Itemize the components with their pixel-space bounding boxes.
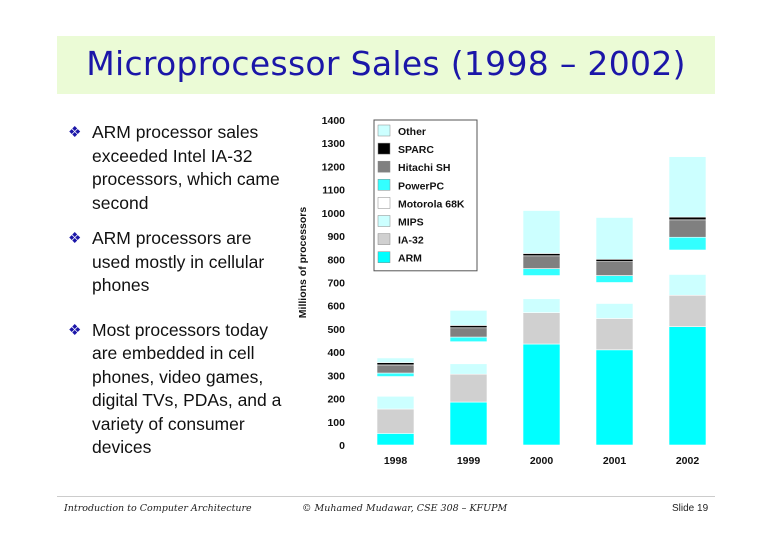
bar-segment-mips bbox=[376, 395, 415, 410]
y-tick-label: 0 bbox=[339, 440, 345, 452]
x-tick-label: 2000 bbox=[530, 455, 554, 467]
bar-segment-sparc bbox=[522, 253, 561, 257]
y-tick-label: 200 bbox=[327, 394, 345, 406]
bullet-diamond-icon: ❖ bbox=[68, 124, 82, 141]
bar-segment-hitachi-sh bbox=[522, 255, 561, 269]
bullet-diamond-icon: ❖ bbox=[68, 321, 82, 339]
bar-segment-powerpc bbox=[376, 372, 415, 377]
legend-label: Other bbox=[398, 126, 426, 138]
y-tick-label: 600 bbox=[327, 301, 345, 313]
y-tick-label: 1000 bbox=[322, 208, 346, 220]
bar-segment-ia-32 bbox=[376, 408, 415, 434]
bar-segment-motorola-68k bbox=[595, 282, 634, 304]
title-bar: Microprocessor Sales (1998 – 2002) bbox=[57, 36, 715, 94]
legend-swatch bbox=[377, 179, 391, 191]
bar-segment-hitachi-sh bbox=[668, 219, 707, 238]
bar-segment-ia-32 bbox=[668, 294, 707, 327]
y-tick-label: 800 bbox=[327, 254, 345, 266]
bar-segment-arm bbox=[449, 401, 488, 446]
slide-title: Microprocessor Sales (1998 – 2002) bbox=[86, 44, 686, 83]
bar-segment-mips bbox=[522, 298, 561, 313]
bar-segment-mips bbox=[595, 303, 634, 319]
bar-segment-ia-32 bbox=[522, 312, 561, 345]
bullet-item: ❖ Most processors today are embedded in … bbox=[68, 319, 293, 460]
bar-segment-other bbox=[668, 156, 707, 218]
y-tick-label: 400 bbox=[327, 347, 345, 359]
bar-segment-hitachi-sh bbox=[376, 364, 415, 374]
y-axis-label: Millions of processors bbox=[297, 207, 309, 319]
x-tick-label: 1998 bbox=[384, 455, 408, 467]
bar-segment-arm bbox=[522, 343, 561, 446]
bar-segment-sparc bbox=[449, 325, 488, 329]
bullet-text: ARM processors are used mostly in cellul… bbox=[92, 228, 265, 295]
bar-segment-ia-32 bbox=[595, 318, 634, 351]
x-tick-label: 2001 bbox=[603, 455, 627, 467]
legend-label: IA-32 bbox=[398, 235, 424, 247]
bar-segment-sparc bbox=[595, 258, 634, 262]
bar-segment-powerpc bbox=[522, 268, 561, 276]
bullet-list: ❖ ARM processor sales exceeded Intel IA-… bbox=[68, 121, 293, 460]
bullet-item: ❖ ARM processors are used mostly in cell… bbox=[68, 227, 293, 298]
bar-segment-arm bbox=[668, 326, 707, 446]
y-tick-label: 1200 bbox=[322, 161, 346, 173]
y-tick-label: 100 bbox=[327, 417, 345, 429]
bar-segment-hitachi-sh bbox=[449, 327, 488, 338]
footer-divider bbox=[57, 496, 715, 497]
bullet-text: ARM processor sales exceeded Intel IA-32… bbox=[92, 122, 280, 213]
bar-segment-hitachi-sh bbox=[595, 261, 634, 276]
legend-swatch bbox=[377, 233, 391, 245]
bar-segment-sparc bbox=[668, 216, 707, 221]
bullet-text: Most processors today are embedded in ce… bbox=[92, 319, 282, 458]
footer-copyright: © Muhamed Mudawar, CSE 308 – KFUPM bbox=[302, 503, 508, 514]
x-tick-label: 2002 bbox=[676, 455, 700, 467]
legend-label: ARM bbox=[398, 253, 422, 265]
bar-segment-powerpc bbox=[595, 275, 634, 283]
bar-segment-other bbox=[376, 357, 415, 363]
y-tick-label: 900 bbox=[327, 231, 345, 243]
bar-segment-arm bbox=[595, 349, 634, 446]
legend-label: Hitachi SH bbox=[398, 162, 451, 174]
bar-segment-other bbox=[449, 310, 488, 326]
legend-swatch bbox=[377, 215, 391, 227]
bar-segment-powerpc bbox=[449, 336, 488, 342]
legend-label: PowerPC bbox=[398, 180, 445, 192]
footer-course: Introduction to Computer Architecture bbox=[64, 503, 252, 514]
legend-swatch bbox=[377, 142, 391, 155]
footer-slide-number: Slide 19 bbox=[672, 503, 709, 514]
bar-segment-motorola-68k bbox=[449, 341, 488, 365]
bar-segment-sparc bbox=[376, 362, 415, 366]
y-tick-label: 700 bbox=[327, 278, 345, 290]
y-tick-label: 1400 bbox=[322, 115, 346, 127]
legend-swatch bbox=[377, 197, 391, 209]
bar-segment-powerpc bbox=[668, 236, 707, 251]
bullet-item: ❖ ARM processor sales exceeded Intel IA-… bbox=[68, 121, 293, 215]
bullet-diamond-icon: ❖ bbox=[68, 230, 82, 247]
stacked-bar-chart: 0 100 200 300 400 500 600 700 800 900 1000 1100 1200… bbox=[297, 115, 707, 467]
bar-segment-arm bbox=[376, 433, 415, 446]
legend-label: SPARC bbox=[398, 144, 434, 156]
y-tick-label: 1100 bbox=[322, 185, 345, 197]
legend-swatch bbox=[377, 160, 391, 173]
bar-segment-motorola-68k bbox=[522, 275, 561, 300]
x-tick-label: 1999 bbox=[457, 455, 481, 467]
legend-label: Motorola 68K bbox=[398, 198, 465, 210]
bar-segment-ia-32 bbox=[449, 373, 488, 403]
legend-box bbox=[373, 119, 478, 272]
y-tick-label: 1300 bbox=[322, 138, 346, 150]
bar-segment-motorola-68k bbox=[668, 249, 707, 275]
legend-swatch bbox=[377, 251, 391, 263]
bar-segment-motorola-68k bbox=[376, 376, 415, 397]
bar-segment-other bbox=[595, 217, 634, 260]
bar-segment-other bbox=[522, 210, 561, 254]
bar-segment-mips bbox=[668, 274, 707, 296]
legend-label: MIPS bbox=[398, 217, 424, 229]
y-tick-label: 500 bbox=[327, 324, 345, 336]
bar-segment-mips bbox=[449, 363, 488, 375]
legend-swatch bbox=[377, 124, 391, 137]
y-tick-label: 300 bbox=[327, 370, 345, 382]
